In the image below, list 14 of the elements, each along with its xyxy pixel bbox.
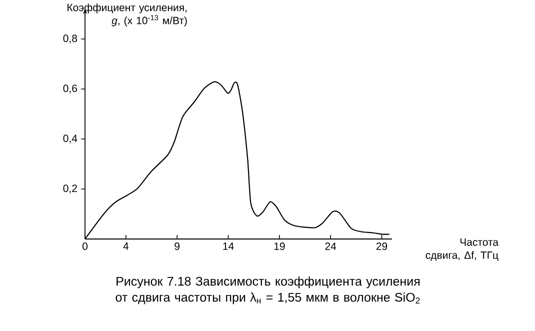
x-tick-label: 9 <box>174 242 180 250</box>
y-tick-label: 0,6 <box>63 84 78 94</box>
x-tick-label: 29 <box>376 242 388 250</box>
text: Рисунок 7.18 Зависимость коэффициента усиления от сдвига частоты при λ$_{н}$ = 1,55 мкм в волокне SiO$_{2}$ <box>116 276 420 304</box>
x-tick-label: 24 <box>325 242 336 250</box>
x-tick-label: 19 <box>274 242 285 250</box>
x-tick-label: 4 <box>123 242 129 250</box>
x-tick-label: 0 <box>82 242 88 250</box>
x-tick-label: 14 <box>223 242 234 250</box>
y-tick-label: 0,8 <box>63 34 78 44</box>
x-axis-title: Частота сдвига, Δf, ТГц <box>426 238 499 261</box>
y-tick-label: 0,2 <box>63 184 77 194</box>
y-tick-label: 0,4 <box>63 134 78 144</box>
y-axis-title: Коэффициент усиления, g, (x 10$^{-13}$ м/Вт) <box>68 4 187 26</box>
